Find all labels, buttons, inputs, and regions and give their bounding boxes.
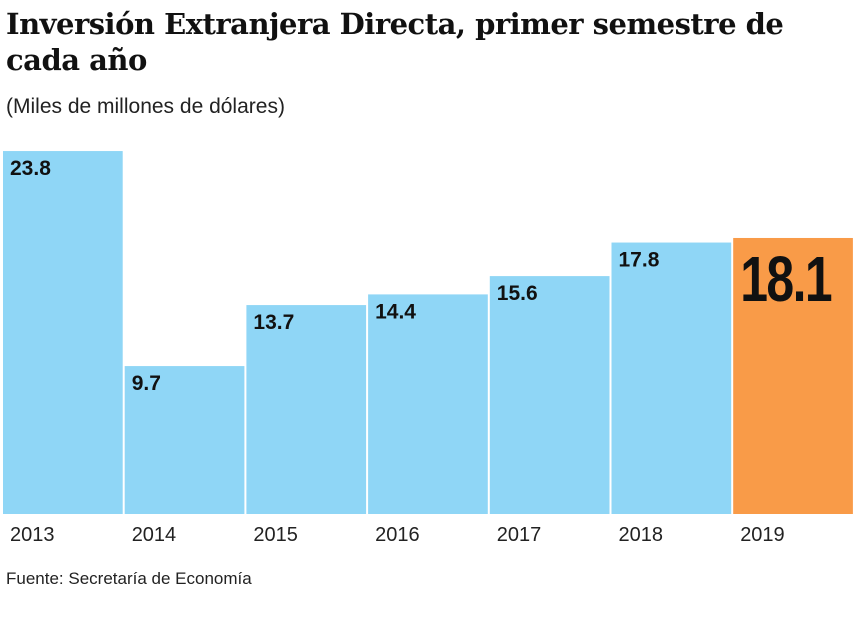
bar-2013 (3, 151, 123, 515)
data-label-2014: 9.7 (132, 372, 161, 395)
bar-2018 (611, 242, 732, 515)
data-label-2016: 14.4 (375, 300, 416, 323)
bar-2017 (489, 276, 610, 514)
bar-2014 (124, 366, 245, 514)
chart-title: Inversión Extranjera Directa, primer sem… (6, 7, 784, 77)
data-label-2019: 18.1 (740, 244, 832, 315)
data-label-2015: 13.7 (253, 311, 294, 334)
x-tick-2015: 2015 (253, 524, 298, 546)
data-label-2017: 15.6 (497, 282, 538, 305)
x-tick-2017: 2017 (497, 524, 542, 546)
x-tick-2019: 2019 (740, 524, 785, 546)
data-label-2013: 23.8 (10, 157, 51, 180)
x-tick-2014: 2014 (132, 524, 177, 546)
x-tick-2013: 2013 (10, 524, 55, 546)
x-tick-2018: 2018 (619, 524, 664, 546)
bar-2015 (246, 305, 367, 514)
x-tick-2016: 2016 (375, 524, 420, 546)
source-note: Fuente: Secretaría de Economía (6, 569, 252, 588)
data-label-2018: 17.8 (619, 249, 660, 272)
bar-2016 (368, 294, 488, 514)
bar-2019 (733, 237, 853, 514)
chart-subtitle: (Miles de millones de dólares) (6, 95, 285, 118)
